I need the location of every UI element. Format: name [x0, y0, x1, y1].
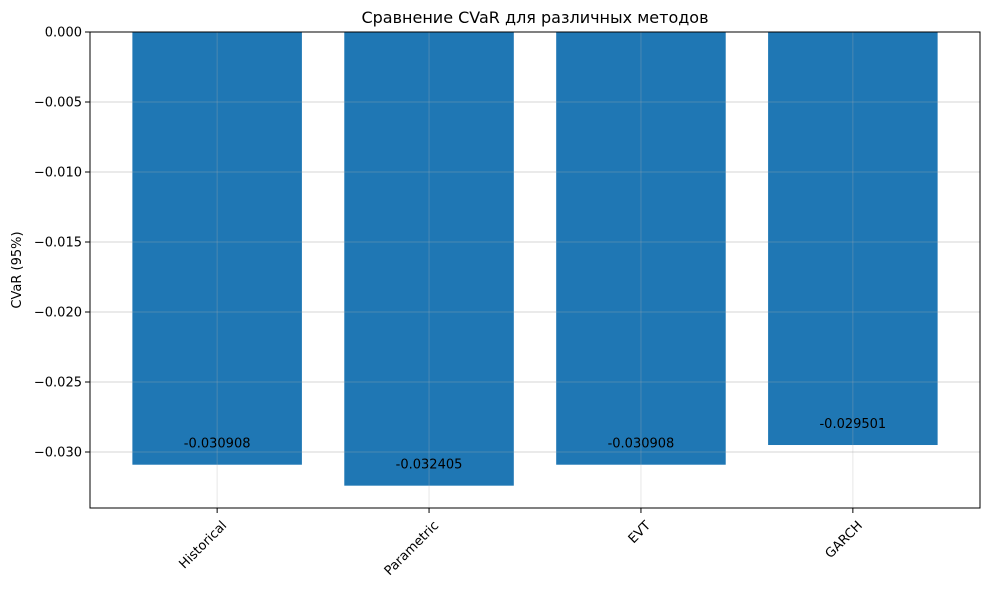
- bar-value-labels: -0.030908 -0.032405 -0.030908 -0.029501: [184, 417, 886, 473]
- y-tick-label: −0.015: [34, 236, 82, 251]
- y-axis-label: CVaR (95%): [10, 231, 25, 308]
- y-tick-label: −0.030: [34, 446, 82, 461]
- bar-value-label: -0.030908: [184, 437, 251, 452]
- bar-historical: [132, 32, 302, 465]
- plot-frame: [89, 31, 981, 509]
- y-tick-label: −0.020: [34, 306, 82, 321]
- bar-parametric: [344, 32, 514, 486]
- y-tick-label: −0.005: [34, 96, 82, 111]
- y-tick-label: −0.025: [34, 376, 82, 391]
- bar-value-label: -0.032405: [396, 458, 463, 473]
- y-axis-ticks: 0.000 −0.005 −0.010 −0.015 −0.020 −0.025 −0.03…: [34, 26, 90, 461]
- x-axis-ticks: Historical Parametric EVT GARCH: [177, 508, 866, 579]
- bar-value-label: -0.029501: [819, 417, 886, 432]
- y-tick-label: −0.010: [34, 166, 82, 181]
- bar-evt: [556, 32, 726, 465]
- chart-title: Сравнение CVaR для различных методов: [361, 8, 708, 27]
- x-tick-label: Parametric: [382, 518, 442, 578]
- x-tick-label: GARCH: [823, 518, 866, 561]
- y-tick-label: 0.000: [45, 26, 82, 41]
- bar-value-label: -0.030908: [608, 437, 675, 452]
- bars: [90, 31, 980, 508]
- x-tick-label: Historical: [177, 518, 231, 572]
- bar-garch: [768, 32, 938, 446]
- x-tick-label: EVT: [626, 518, 654, 546]
